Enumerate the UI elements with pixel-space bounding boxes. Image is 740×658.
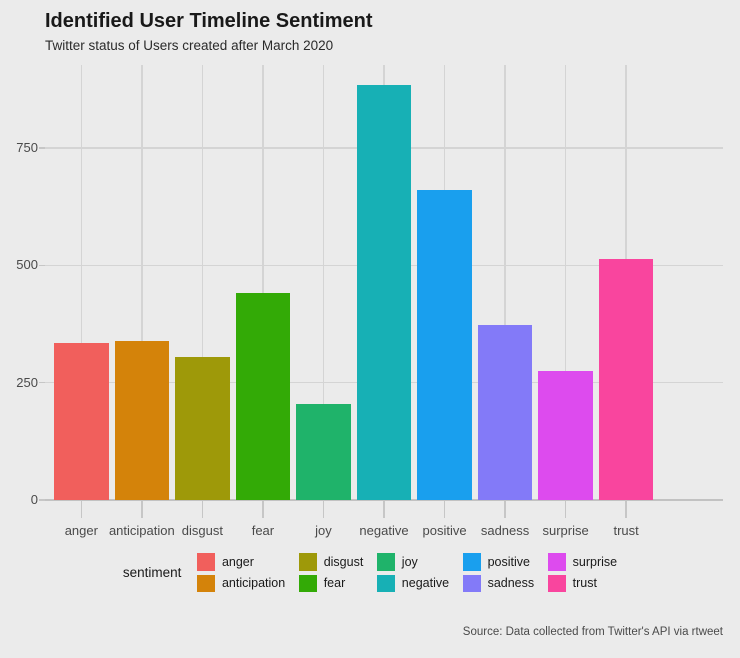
gridline-x-anger (80, 65, 83, 500)
legend-title: sentiment (122, 565, 182, 580)
x-tick-negative (383, 500, 385, 518)
x-axis-label-negative: negative (359, 523, 409, 538)
legend-column: disgust fear (299, 553, 363, 592)
bar-positive (417, 190, 472, 500)
y-axis-label-0: 0 (30, 492, 38, 507)
x-axis-label-disgust: disgust (181, 523, 223, 538)
legend-column: joy negative (377, 553, 449, 592)
x-axis-label-anticipation: anticipation (108, 523, 175, 538)
y-tick-500 (39, 264, 45, 267)
legend-entries: anger anticipation disgust fear joy negative p… (197, 553, 617, 592)
chart-title: Identified User Timeline Sentiment (45, 10, 373, 32)
x-axis-label-trust: trust (613, 523, 639, 538)
gridline-x-sadness (504, 65, 506, 500)
legend-item-anger: anger (197, 553, 285, 571)
x-tick-anticipation (141, 500, 143, 518)
x-axis-label-positive: positive (422, 523, 467, 538)
legend-label-anticipation: anticipation (221, 576, 286, 591)
legend-label-joy: joy (401, 554, 418, 569)
x-tick-trust (625, 500, 627, 518)
chart-subtitle: Twitter status of Users created after Ma… (45, 38, 334, 53)
bar-trust (598, 259, 654, 500)
legend-label-surprise: surprise (572, 554, 618, 569)
legend-label-positive: positive (487, 554, 530, 569)
bar-negative (356, 85, 412, 500)
x-tick-anger (80, 500, 83, 518)
legend-swatch-disgust (299, 553, 317, 571)
y-tick-250 (39, 381, 45, 384)
legend-item-anticipation: anticipation (197, 574, 286, 592)
legend-label-negative: negative (401, 576, 450, 591)
legend-swatch-negative (377, 574, 395, 592)
legend-item-sadness: sadness (463, 574, 535, 592)
legend-item-joy: joy (377, 553, 449, 571)
y-axis-label-500: 500 (16, 257, 38, 273)
gridline-x-surprise (564, 65, 567, 500)
legend-item-surprise: surprise (548, 553, 617, 571)
bar-surprise (538, 371, 593, 500)
legend-swatch-trust (548, 574, 566, 592)
bar-sadness (477, 324, 533, 500)
y-axis-label-250: 250 (16, 374, 38, 390)
x-axis-label-joy: joy (315, 523, 332, 538)
x-tick-disgust (201, 500, 204, 518)
gridline-x-disgust (201, 65, 204, 500)
legend-label-anger: anger (221, 554, 254, 569)
legend-item-negative: negative (377, 574, 450, 592)
x-axis-label-sadness: sadness (480, 523, 530, 538)
legend-swatch-anticipation (197, 574, 215, 592)
bar-anger (54, 343, 109, 500)
x-tick-sadness (504, 500, 506, 518)
legend-label-disgust: disgust (323, 554, 364, 569)
x-axis-label-anger: anger (64, 523, 98, 538)
legend-swatch-joy (377, 553, 395, 571)
x-tick-fear (262, 500, 264, 518)
x-axis-label-surprise: surprise (542, 523, 589, 538)
legend: sentiment anger anticipation disgust fear jo… (0, 553, 740, 592)
bar-anticipation (114, 340, 170, 500)
x-tick-positive (443, 500, 446, 518)
gridline-x-fear (262, 65, 264, 500)
legend-label-trust: trust (572, 576, 597, 591)
bar-fear (235, 293, 291, 500)
gridline-x-anticipation (141, 65, 143, 500)
legend-label-sadness: sadness (487, 576, 535, 591)
legend-swatch-anger (197, 553, 215, 571)
y-axis-label-750: 750 (16, 140, 38, 155)
legend-column: positive sadness (463, 553, 534, 592)
y-tick-750 (39, 147, 45, 149)
legend-swatch-fear (299, 574, 317, 592)
y-tick-0 (39, 499, 45, 501)
gridline-x-joy (322, 65, 325, 500)
chart-caption: Source: Data collected from Twitter's AP… (462, 626, 723, 638)
legend-item-trust: trust (548, 574, 617, 592)
x-axis-label-fear: fear (251, 523, 275, 538)
legend-swatch-sadness (463, 574, 481, 592)
legend-item-positive: positive (463, 553, 534, 571)
x-tick-joy (322, 500, 325, 518)
legend-item-fear: fear (299, 574, 363, 592)
x-tick-surprise (564, 500, 567, 518)
bar-joy (296, 404, 351, 500)
legend-column: anger anticipation (197, 553, 285, 592)
legend-column: surprise trust (548, 553, 617, 592)
legend-swatch-surprise (548, 553, 566, 571)
legend-swatch-positive (463, 553, 481, 571)
legend-label-fear: fear (323, 576, 346, 591)
x-axis-line (45, 499, 723, 501)
legend-item-disgust: disgust (299, 553, 363, 571)
bar-disgust (175, 356, 230, 500)
